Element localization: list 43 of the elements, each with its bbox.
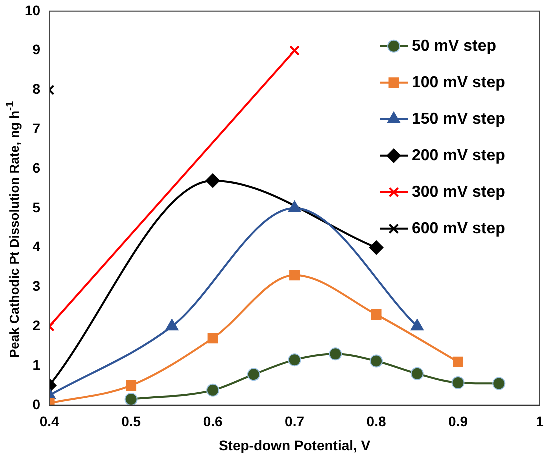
point <box>206 174 220 188</box>
x-tick-label: 0.7 <box>285 414 305 430</box>
point <box>290 270 300 281</box>
y-tick-label: 1 <box>32 356 41 373</box>
point <box>453 356 464 368</box>
point <box>124 392 138 406</box>
y-tick-label: 7 <box>32 120 41 136</box>
point <box>329 348 342 361</box>
x-axis-title: Step-down Potential, V <box>218 437 372 454</box>
y-tick-label: 10 <box>24 2 41 18</box>
point <box>492 377 506 390</box>
point <box>126 380 137 391</box>
x-tick-label: 0.8 <box>366 414 386 430</box>
y-tick-label: 0 <box>32 396 41 412</box>
x-tick-label: 1 <box>536 414 544 430</box>
y-tick-label: 3 <box>32 278 41 294</box>
point <box>370 354 384 368</box>
point <box>452 376 465 390</box>
x-tick-label: 0.6 <box>203 414 223 430</box>
x-tick-label: 0.4 <box>40 414 60 430</box>
point <box>206 384 220 397</box>
y-tick-label: 9 <box>32 42 41 58</box>
point <box>370 240 384 255</box>
x-tick-label: 0.5 <box>122 414 142 430</box>
legend-label: 300 mV step <box>412 184 506 201</box>
point <box>247 368 260 382</box>
point <box>166 320 178 331</box>
y-tick-label: 8 <box>32 81 41 98</box>
point <box>208 333 218 344</box>
legend-label: 50 mV step <box>412 38 497 55</box>
x-tick-label: 0.9 <box>448 414 468 430</box>
legend-label: 200 mV step <box>412 147 506 164</box>
y-tick-label: 5 <box>32 199 41 216</box>
legend-label: 600 mV step <box>412 220 506 238</box>
point <box>288 354 302 367</box>
y-tick-label: 2 <box>32 317 41 334</box>
point <box>410 367 424 380</box>
legend-label: 150 mV step <box>412 110 506 128</box>
legend-label: 100 mV step <box>412 74 506 92</box>
y-tick-label: 6 <box>32 160 41 176</box>
point <box>371 310 382 320</box>
y-tick-label: 4 <box>32 238 41 255</box>
point <box>411 320 424 331</box>
